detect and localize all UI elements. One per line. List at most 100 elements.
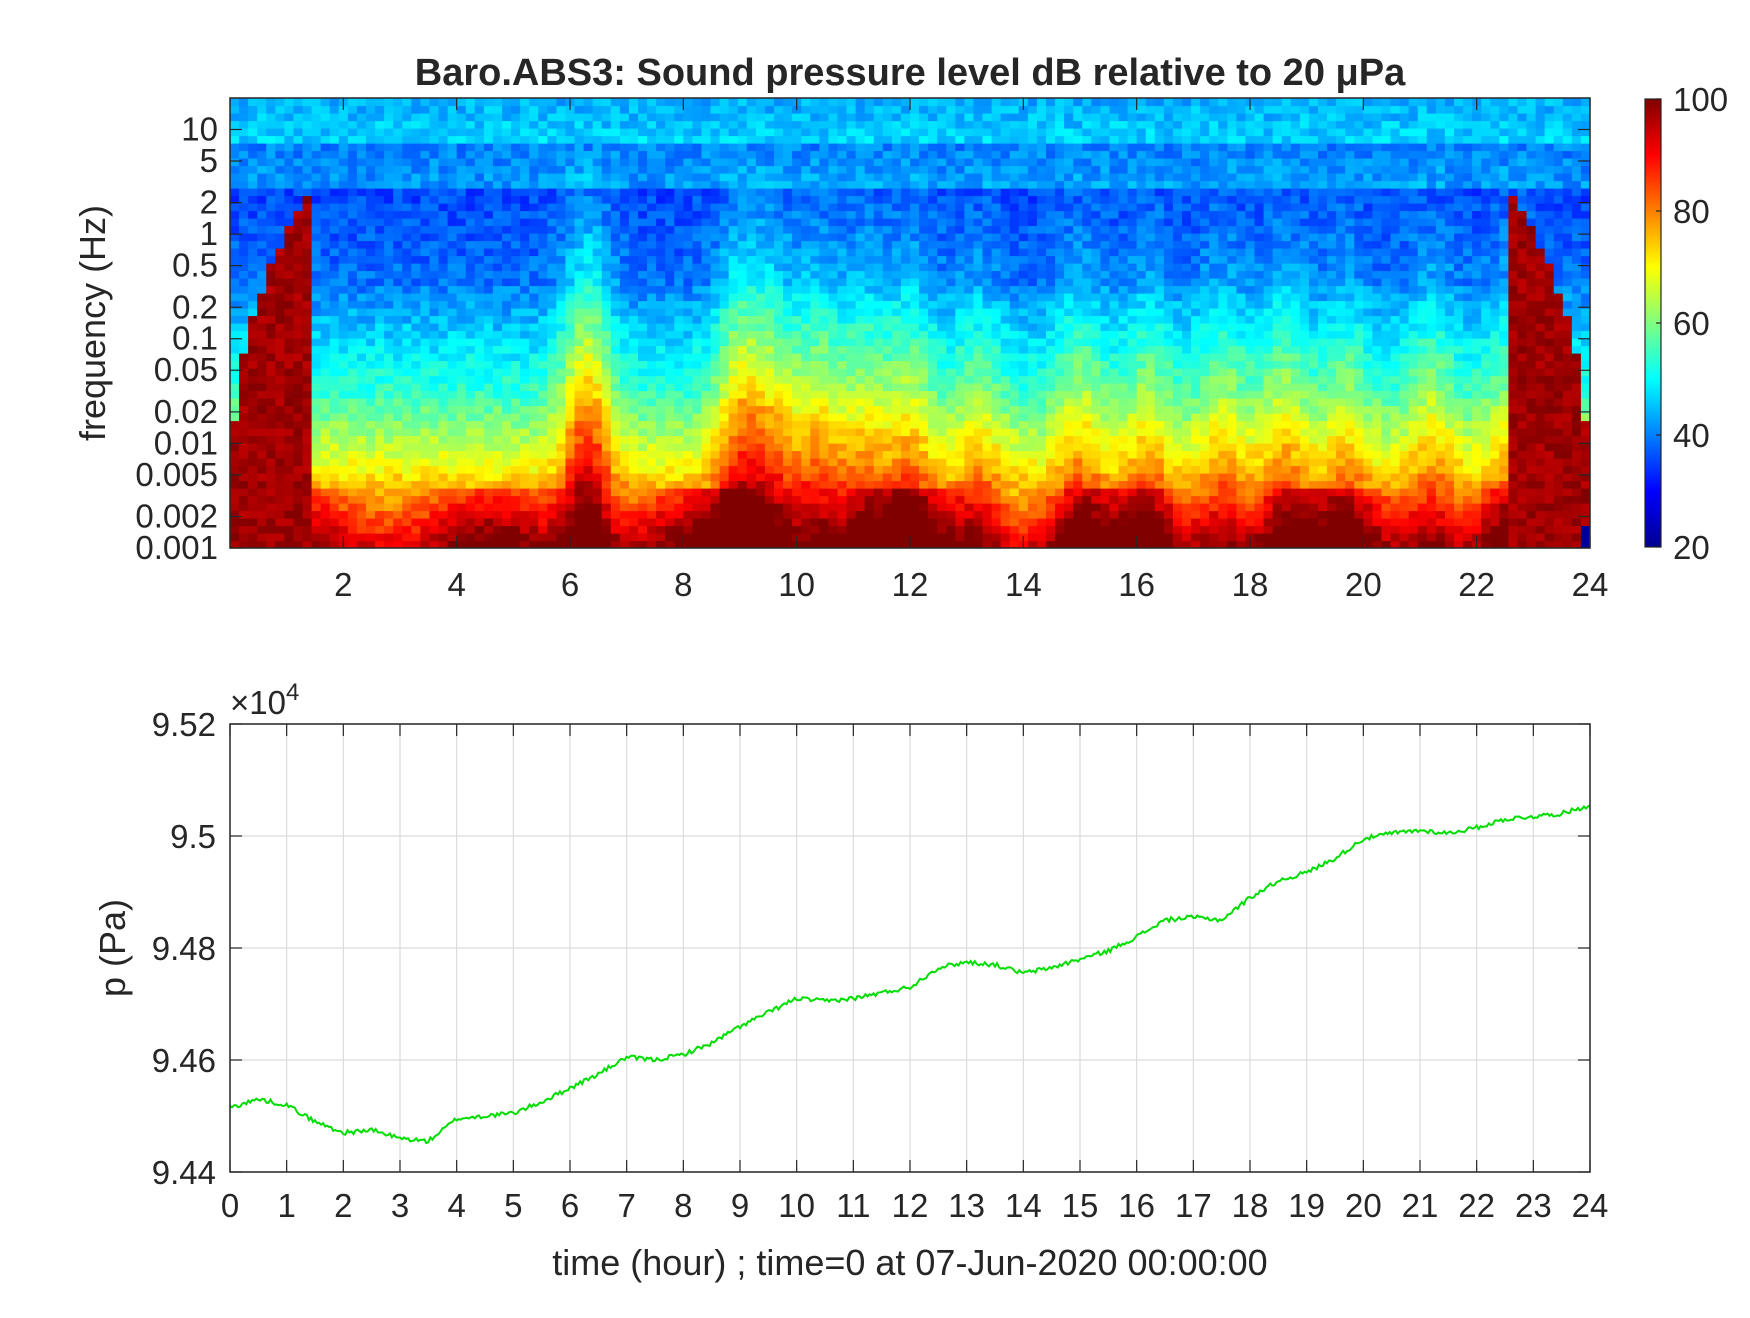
heatmap-cell (882, 150, 893, 159)
heatmap-cell (946, 278, 956, 287)
heatmap-cell (919, 353, 929, 362)
heatmap-cell (656, 533, 666, 542)
heatmap-cell (456, 428, 467, 437)
heatmap-cell (320, 420, 331, 429)
heatmap-cell (366, 510, 376, 519)
heatmap-cell (447, 285, 458, 294)
heatmap-cell (964, 263, 975, 272)
heatmap-cell (248, 518, 258, 527)
heatmap-cell (610, 150, 621, 159)
heatmap-cell (402, 488, 412, 497)
heatmap-cell (746, 300, 757, 309)
heatmap-cell (411, 165, 421, 174)
heatmap-cell (465, 225, 476, 234)
heatmap-cell (692, 188, 703, 197)
heatmap-cell (665, 300, 675, 309)
heatmap-cell (329, 338, 340, 347)
heatmap-cell (728, 473, 739, 482)
heatmap-cell (393, 450, 403, 459)
heatmap-cell (801, 338, 811, 347)
heatmap-cell (502, 315, 512, 324)
heatmap-cell (456, 158, 467, 167)
heatmap-cell (384, 165, 394, 174)
heatmap-cell (474, 210, 485, 219)
heatmap-cell (565, 150, 576, 159)
heatmap-cell (783, 158, 793, 167)
heatmap-cell (275, 540, 285, 548)
heatmap-cell (674, 398, 684, 407)
heatmap-cell (819, 503, 829, 512)
heatmap-cell (819, 105, 829, 114)
heatmap-cell (755, 135, 766, 144)
heatmap-cell (492, 353, 503, 362)
heatmap-cell (873, 128, 884, 137)
heatmap-cell (366, 390, 376, 399)
heatmap-cell (565, 285, 576, 294)
heatmap-cell (529, 233, 539, 242)
heatmap-cell (928, 188, 938, 197)
heatmap-cell (728, 105, 739, 114)
heatmap-cell (900, 173, 911, 182)
heatmap-cell (266, 473, 276, 482)
heatmap-cell (320, 390, 331, 399)
heatmap-cell (810, 135, 820, 144)
heatmap-cell (275, 135, 285, 144)
heatmap-cell (465, 293, 476, 302)
heatmap-cell (746, 150, 757, 159)
heatmap-cell (502, 390, 512, 399)
heatmap-cell (864, 263, 875, 272)
heatmap-cell (737, 413, 748, 422)
heatmap-cell (502, 248, 512, 257)
heatmap-cell (375, 413, 385, 422)
heatmap-cell (492, 398, 503, 407)
heatmap-cell (910, 510, 920, 519)
heatmap-cell (420, 120, 431, 129)
heatmap-cell (737, 375, 748, 384)
heatmap-cell (900, 315, 911, 324)
heatmap-cell (275, 195, 285, 204)
heatmap-cell (746, 360, 757, 369)
heatmap-cell (239, 173, 249, 182)
heatmap-cell (910, 143, 920, 152)
heatmap-cell (601, 165, 612, 174)
heatmap-cell (230, 330, 240, 339)
heatmap-cell (937, 353, 947, 362)
heatmap-cell (900, 473, 911, 482)
heatmap-cell (801, 165, 811, 174)
heatmap-cell (302, 98, 313, 107)
heatmap-cell (347, 150, 358, 159)
heatmap-cell (638, 435, 648, 444)
heatmap-cell (375, 488, 385, 497)
heatmap-cell (556, 308, 567, 317)
heatmap-cell (638, 525, 648, 534)
heatmap-cell (438, 255, 449, 264)
heatmap-cell (393, 300, 403, 309)
heatmap-cell (556, 270, 567, 279)
heatmap-cell (275, 465, 285, 474)
heatmap-cell (356, 503, 367, 512)
heatmap-cell (248, 465, 258, 474)
heatmap-cell (701, 98, 712, 107)
heatmap-cell (891, 173, 902, 182)
heatmap-cell (710, 473, 721, 482)
heatmap-cell (311, 495, 322, 504)
heatmap-cell (864, 240, 875, 249)
heatmap-cell (819, 458, 829, 467)
heatmap-cell (828, 293, 839, 302)
heatmap-cell (982, 488, 993, 497)
heatmap-cell (755, 458, 766, 467)
heatmap-cell (230, 135, 240, 144)
heatmap-cell (674, 143, 684, 152)
heatmap-cell (284, 165, 295, 174)
heatmap-cell (610, 203, 621, 212)
heatmap-cell (864, 270, 875, 279)
heatmap-cell (665, 188, 675, 197)
heatmap-cell (483, 503, 494, 512)
heatmap-cell (502, 443, 512, 452)
heatmap-cell (411, 338, 421, 347)
heatmap-cell (891, 218, 902, 227)
heatmap-cell (755, 465, 766, 474)
heatmap-cell (502, 488, 512, 497)
heatmap-cell (511, 315, 521, 324)
heatmap-cell (910, 278, 920, 287)
